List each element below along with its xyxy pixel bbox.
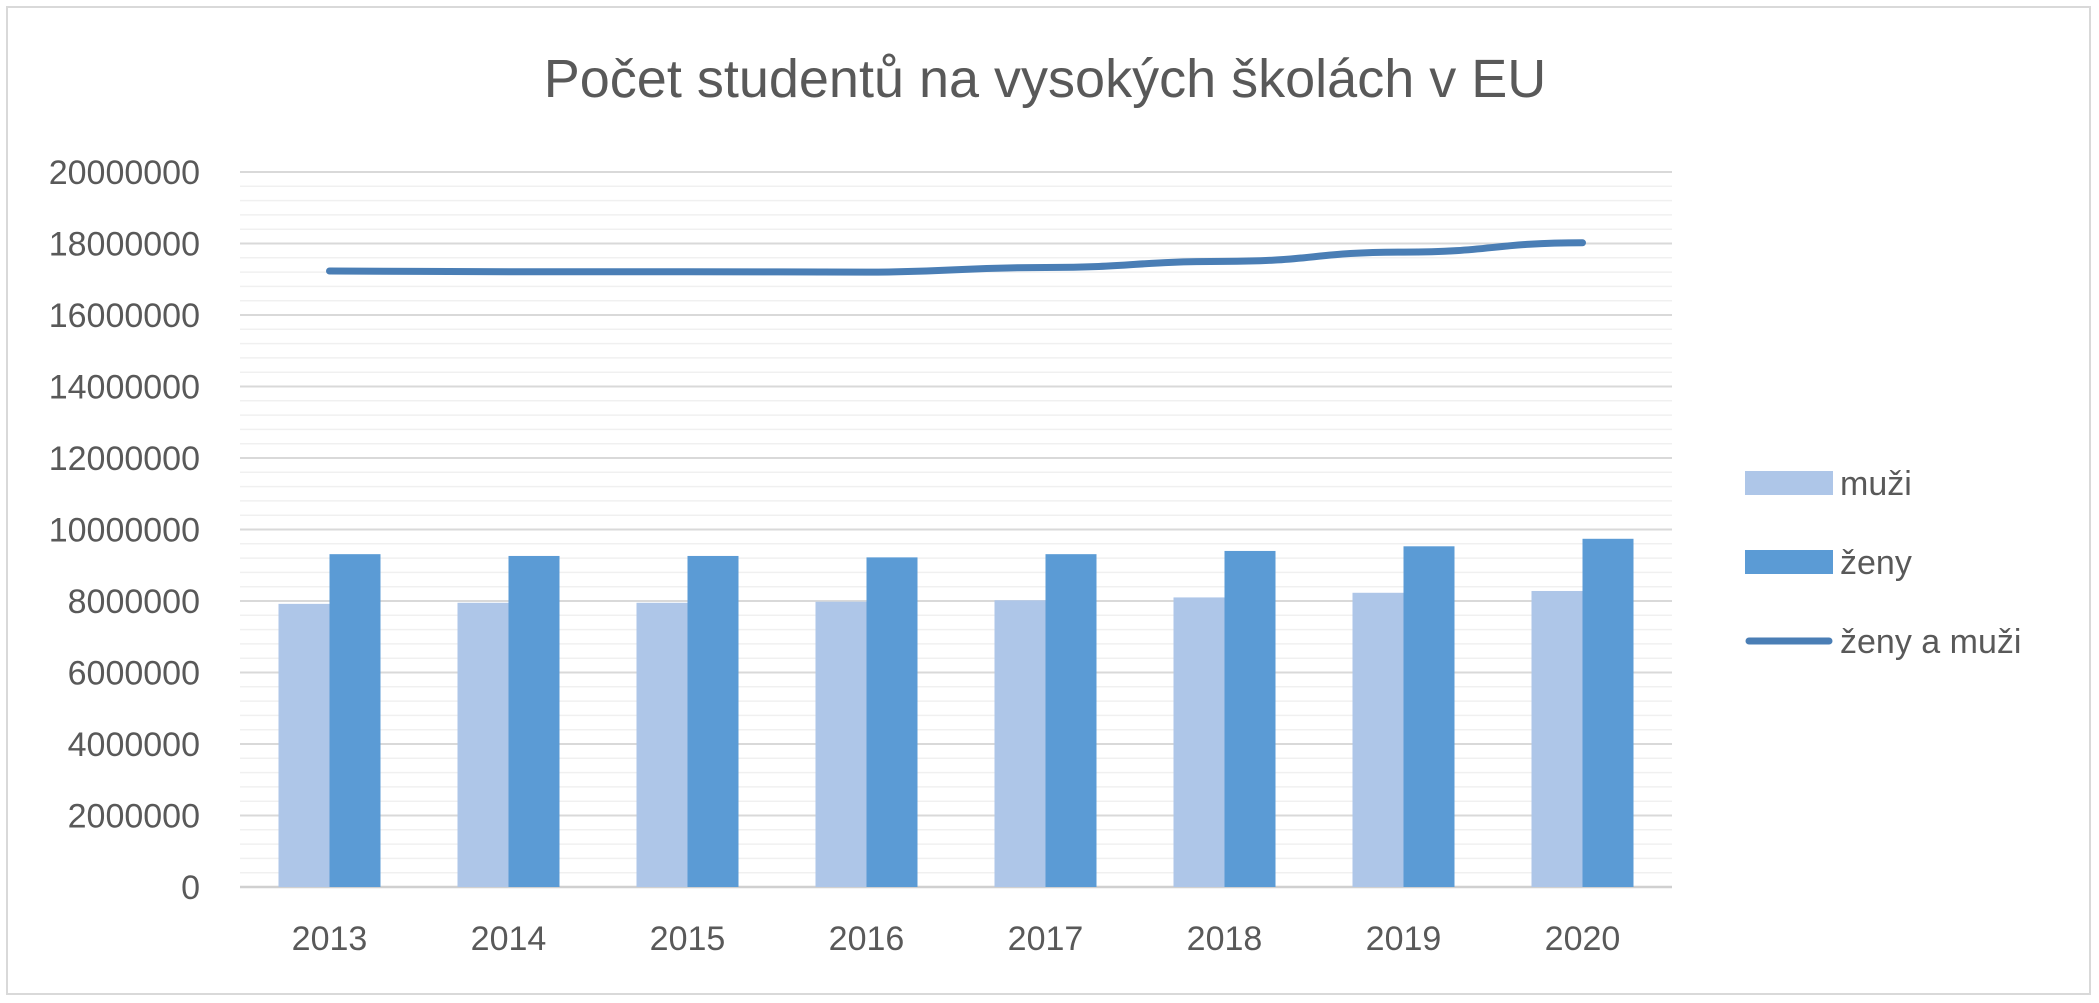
bar-muži-2014 — [457, 602, 509, 887]
y-tick-label: 0 — [181, 869, 200, 907]
bar-ženy-2017 — [1045, 554, 1097, 887]
chart-title: Počet studentů na vysokých školách v EU — [544, 49, 1547, 109]
legend-label: muži — [1840, 465, 1912, 503]
x-tick-label: 2020 — [1545, 920, 1621, 958]
legend-label: ženy a muži — [1840, 623, 2021, 661]
x-tick-label: 2016 — [829, 920, 905, 958]
bar-ženy-2014 — [508, 555, 560, 887]
bar-muži-2017 — [994, 600, 1046, 887]
legend-item-ženy-a-muži: ženy a muži — [1745, 623, 2021, 661]
legend-swatch — [1745, 550, 1833, 574]
y-tick-label: 18000000 — [49, 226, 200, 264]
bar-muži-2019 — [1352, 592, 1404, 887]
y-tick-label: 20000000 — [49, 154, 200, 192]
bar-ženy-2020 — [1582, 538, 1634, 887]
y-tick-label: 8000000 — [68, 583, 200, 621]
bar-ženy-2015 — [687, 555, 739, 887]
bar-ženy-2013 — [329, 554, 381, 887]
y-tick-label: 6000000 — [68, 655, 200, 693]
bar-ženy-2016 — [866, 557, 918, 887]
bar-ženy-2018 — [1224, 550, 1276, 887]
bar-muži-2016 — [815, 601, 867, 887]
x-tick-label: 2017 — [1008, 920, 1084, 958]
legend-swatch — [1745, 471, 1833, 495]
y-tick-label: 12000000 — [49, 440, 200, 478]
y-tick-label: 10000000 — [49, 512, 200, 550]
bar-muži-2020 — [1531, 590, 1583, 887]
y-tick-label: 4000000 — [68, 726, 200, 764]
x-axis-tick-labels: 2013 2014 2015 2016 2017 2018 2019 2020 — [292, 920, 1621, 958]
x-tick-label: 2015 — [650, 920, 726, 958]
y-tick-label: 14000000 — [49, 369, 200, 407]
y-axis-tick-labels: 0 2000000 4000000 6000000 8000000 10000000 120… — [49, 154, 200, 907]
legend-item-muži: muži — [1745, 465, 1912, 503]
y-tick-label: 16000000 — [49, 297, 200, 335]
bar-series — [278, 538, 1634, 887]
line-series — [326, 239, 1586, 276]
x-tick-label: 2018 — [1187, 920, 1263, 958]
y-tick-label: 2000000 — [68, 798, 200, 836]
bar-muži-2018 — [1173, 597, 1225, 887]
bar-muži-2013 — [278, 603, 330, 887]
major-gridlines — [240, 171, 1672, 889]
x-tick-label: 2019 — [1366, 920, 1442, 958]
x-tick-label: 2013 — [292, 920, 368, 958]
bar-muži-2015 — [636, 602, 688, 887]
legend-label: ženy — [1840, 544, 1912, 582]
legend: muži ženy ženy a muži — [1745, 465, 2021, 661]
line-ženy-a-muži — [326, 239, 1586, 276]
legend-item-ženy: ženy — [1745, 544, 1912, 582]
bar-ženy-2019 — [1403, 546, 1455, 887]
x-tick-label: 2014 — [471, 920, 547, 958]
